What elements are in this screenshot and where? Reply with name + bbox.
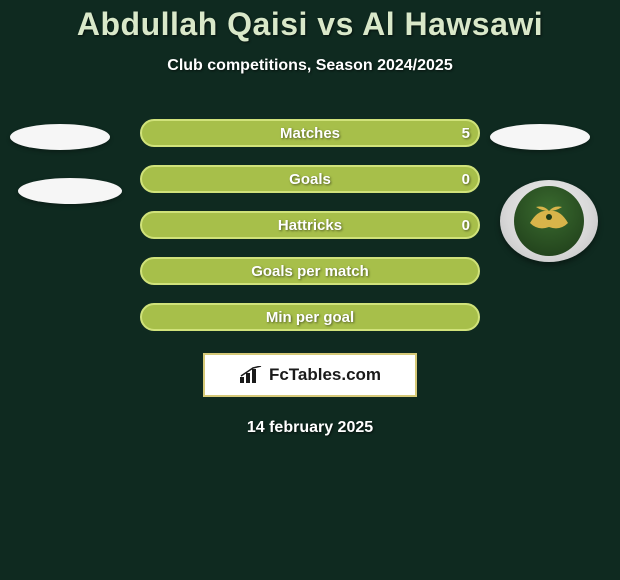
stat-row: Min per goal bbox=[140, 303, 480, 331]
crest-inner bbox=[514, 186, 584, 256]
eagle-icon bbox=[526, 201, 572, 241]
player-right-badge bbox=[490, 124, 590, 150]
stat-bar bbox=[140, 303, 480, 331]
stat-bar bbox=[140, 257, 480, 285]
bars-icon bbox=[239, 366, 263, 384]
stat-row: Matches 5 bbox=[140, 119, 480, 147]
player-left-badge-1 bbox=[10, 124, 110, 150]
stat-bar bbox=[140, 211, 480, 239]
player-left-badge-2 bbox=[18, 178, 122, 204]
subtitle: Club competitions, Season 2024/2025 bbox=[167, 57, 452, 75]
stat-row: Goals 0 bbox=[140, 165, 480, 193]
stat-bar bbox=[140, 165, 480, 193]
brand-text: FcTables.com bbox=[269, 365, 381, 385]
page-title: Abdullah Qaisi vs Al Hawsawi bbox=[77, 6, 543, 43]
stat-row: Hattricks 0 bbox=[140, 211, 480, 239]
club-crest bbox=[500, 180, 598, 262]
date-text: 14 february 2025 bbox=[247, 419, 373, 437]
brand-box: FcTables.com bbox=[203, 353, 417, 397]
stat-row: Goals per match bbox=[140, 257, 480, 285]
stat-bar bbox=[140, 119, 480, 147]
